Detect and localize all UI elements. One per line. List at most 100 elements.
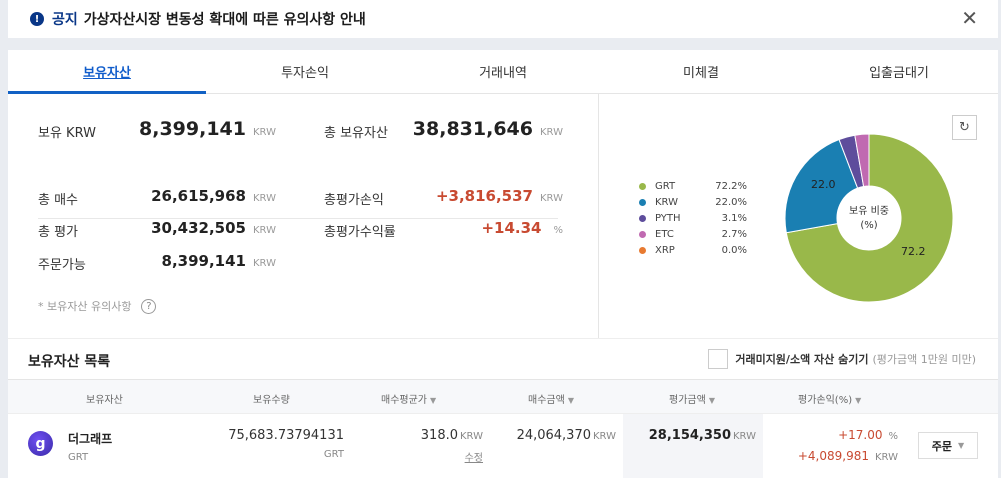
table-row[interactable]: g 더그래프 GRT 75,683.73794131 GRT 318.0 KRW … <box>8 414 998 478</box>
avg-price-unit: KRW <box>460 431 483 442</box>
total-pl-value-wrap: +3,816,537 KRW <box>428 187 563 205</box>
allocation-chart: GRT 72.2% KRW 22.0% PYTH 3.1% ETC 2.7% X… <box>599 94 998 338</box>
eval-amount-unit: KRW <box>733 431 756 442</box>
total-pl-row: 총평가손익 <box>324 189 384 208</box>
krw-balance-row: 보유 KRW <box>38 122 96 141</box>
pl-percent-unit: % <box>888 431 898 442</box>
asset-symbol: GRT <box>68 452 89 463</box>
notice-bar[interactable]: ! 공지 가상자산시장 변동성 확대에 따른 유의사항 안내 ✕ <box>8 0 998 38</box>
available-label: 주문가능 <box>38 258 86 273</box>
legend-dot-icon <box>639 230 646 238</box>
tab-profit-loss[interactable]: 투자손익 <box>281 66 329 81</box>
pl-amount-unit: KRW <box>875 452 898 463</box>
col-buy-amount[interactable]: 매수금액 ▼ <box>528 391 574 406</box>
eval-column-highlight <box>623 414 763 478</box>
tab-open-orders[interactable]: 미체결 <box>683 66 719 81</box>
sort-caret-icon: ▼ <box>855 396 862 405</box>
tab-pending-deposits[interactable]: 입출금대기 <box>869 66 929 81</box>
summary-chart-divider <box>598 94 599 338</box>
legend-label: GRT <box>655 180 676 192</box>
buy-amount-unit: KRW <box>593 431 616 442</box>
col-profit-loss[interactable]: 평가손익(%) ▼ <box>798 391 861 406</box>
col-avg-price-label: 매수평균가 <box>381 395 427 406</box>
close-icon[interactable]: ✕ <box>961 6 978 30</box>
available-unit: KRW <box>253 258 276 269</box>
total-assets-value-wrap: 38,831,646 KRW <box>413 118 563 140</box>
help-icon[interactable]: ? <box>141 298 157 314</box>
legend-label: PYTH <box>655 212 681 224</box>
col-quantity: 보유수량 <box>253 395 290 406</box>
total-buy-value-wrap: 26,615,968 KRW <box>148 187 276 205</box>
grt-coin-icon: g <box>28 431 53 456</box>
tab-bar: 보유자산 투자손익 거래내역 미체결 입출금대기 <box>8 50 998 94</box>
hide-small-assets-checkbox[interactable] <box>708 349 729 369</box>
buy-amount: 24,064,370 <box>516 428 591 443</box>
order-button-label: 주문 <box>931 439 953 453</box>
order-dropdown-button[interactable]: 주문 ▼ <box>918 432 978 459</box>
legend-dot-icon <box>639 198 646 206</box>
col-eval-amount-label: 평가금액 <box>669 395 706 406</box>
total-eval-label: 총 평가 <box>38 225 79 240</box>
donut-chart[interactable]: 보유 비중 (%) 22.0 72.2 <box>779 128 959 308</box>
tab-holdings[interactable]: 보유자산 <box>8 50 206 94</box>
hide-small-assets-option[interactable]: 거래미지원/소액 자산 숨기기 (평가금액 1만원 미만) <box>708 349 976 369</box>
holdings-notice-text: * 보유자산 유의사항 <box>38 300 132 313</box>
total-eval-value: 30,432,505 <box>151 219 246 237</box>
holdings-table-header: 보유자산 보유수량 매수평균가 ▼ 매수금액 ▼ 평가금액 ▼ 평가손익(%) ▼ <box>8 380 998 414</box>
refresh-button[interactable]: ↻ <box>952 115 977 140</box>
holding-quantity-unit: GRT <box>323 449 344 460</box>
legend-value: 22.0% <box>715 196 747 208</box>
legend-dot-icon <box>639 182 646 190</box>
available-value-wrap: 8,399,141 KRW <box>148 252 276 270</box>
total-rate-unit: % <box>553 225 563 236</box>
krw-balance-label: 보유 KRW <box>38 126 96 141</box>
hide-small-assets-label[interactable]: 거래미지원/소액 자산 숨기기 <box>735 353 869 366</box>
eval-amount-wrap: 28,154,350 KRW <box>628 428 756 443</box>
sort-caret-icon: ▼ <box>430 396 437 405</box>
chevron-down-icon: ▼ <box>958 441 965 450</box>
donut-center-title: 보유 비중 <box>849 205 889 217</box>
legend-label: XRP <box>655 244 675 256</box>
chart-legend: GRT 72.2% KRW 22.0% PYTH 3.1% ETC 2.7% X… <box>639 178 747 258</box>
total-buy-label: 총 매수 <box>38 193 79 208</box>
total-buy-row: 총 매수 <box>38 189 78 208</box>
total-pl-value: +3,816,537 <box>435 187 533 205</box>
holdings-notice: * 보유자산 유의사항 ? <box>38 298 157 314</box>
total-assets-row: 총 보유자산 <box>324 122 388 141</box>
notice-text[interactable]: 가상자산시장 변동성 확대에 따른 유의사항 안내 <box>83 12 366 28</box>
krw-balance-value-wrap: 8,399,141 KRW <box>139 118 276 140</box>
legend-value: 72.2% <box>715 180 747 192</box>
legend-dot-icon <box>639 246 646 254</box>
legend-item-etc: ETC 2.7% <box>639 226 747 242</box>
col-profit-loss-label: 평가손익(%) <box>798 395 853 406</box>
legend-value: 3.1% <box>721 212 747 224</box>
donut-center-unit: (%) <box>860 220 877 231</box>
legend-item-krw: KRW 22.0% <box>639 194 747 210</box>
total-eval-row: 총 평가 <box>38 221 78 240</box>
summary-divider <box>38 218 558 219</box>
total-eval-unit: KRW <box>253 225 276 236</box>
total-rate-value: +14.34 <box>481 219 542 237</box>
legend-item-xrp: XRP 0.0% <box>639 242 747 258</box>
legend-label: ETC <box>655 228 674 240</box>
holding-quantity: 75,683.73794131 <box>228 428 344 443</box>
tab-transactions[interactable]: 거래내역 <box>479 66 527 81</box>
col-eval-amount[interactable]: 평가금액 ▼ <box>669 391 715 406</box>
avg-price-wrap: 318.0 KRW <box>388 428 483 443</box>
hide-small-assets-sublabel: (평가금액 1만원 미만) <box>872 353 976 366</box>
holdings-panel: 보유자산 투자손익 거래내역 미체결 입출금대기 보유 KRW 8,399,14… <box>8 50 998 478</box>
legend-value: 2.7% <box>721 228 747 240</box>
pl-amount-wrap: +4,089,981 KRW <box>768 449 898 463</box>
sort-caret-icon: ▼ <box>708 396 715 405</box>
col-asset: 보유자산 <box>86 395 123 406</box>
total-assets-value: 38,831,646 <box>412 118 533 140</box>
avg-price: 318.0 <box>420 428 458 443</box>
holdings-list-title: 보유자산 목록 <box>28 354 111 370</box>
asset-name[interactable]: 더그래프 <box>68 432 113 446</box>
edit-avg-price-link[interactable]: 수정 <box>464 453 483 464</box>
total-rate-row: 총평가수익률 <box>324 221 396 240</box>
exclamation-circle-icon: ! <box>30 12 44 26</box>
legend-label: KRW <box>655 196 678 208</box>
pl-pct-wrap: +17.00% <box>768 428 898 442</box>
col-avg-price[interactable]: 매수평균가 ▼ <box>381 391 436 406</box>
